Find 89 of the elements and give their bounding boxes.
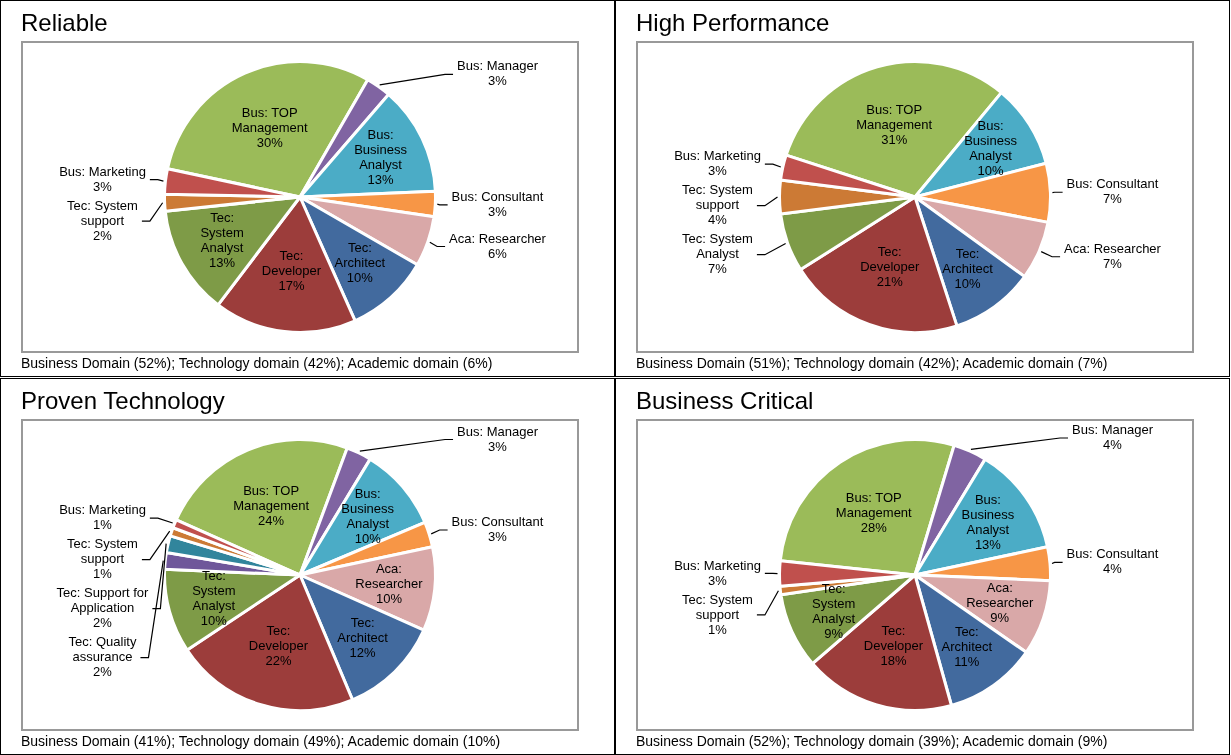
slice-label: Bus: TOP Management: [231, 105, 309, 136]
data-label: 3%: [488, 529, 508, 545]
data-label: 9%: [990, 610, 1010, 626]
data-label: 13%: [367, 172, 394, 188]
data-label: 31%: [881, 132, 908, 148]
slice-label: Bus: Consultant: [1066, 176, 1159, 192]
data-label: 30%: [256, 135, 284, 151]
slice-label: Bus: Business Analyst: [341, 485, 395, 531]
slice-label: Tec: Architect: [337, 615, 389, 646]
slice-label: Bus: Consultant: [451, 188, 544, 204]
chart-title: High Performance: [636, 9, 830, 37]
data-label: 24%: [258, 512, 285, 528]
slice-label: Bus: Manager: [1072, 422, 1154, 438]
text: Business Domain (51%); Technology domain (42%); Academic domain (7%): [636, 355, 1108, 371]
data-label: 3%: [488, 438, 508, 454]
text: Business Domain (52%); Technology domain (39%); Academic domain (9%): [636, 733, 1108, 749]
slice-label: Bus: Business Analyst: [961, 492, 1015, 538]
data-label: 3%: [708, 163, 728, 179]
data-label: 1%: [708, 621, 728, 637]
slice-label: Tec: Developer: [863, 622, 924, 653]
data-label: 10%: [200, 613, 228, 629]
data-label: 12%: [349, 645, 377, 661]
data-label: 2%: [93, 664, 113, 680]
data-label: 3%: [708, 572, 728, 588]
data-label: 10%: [954, 275, 982, 291]
data-label: 10%: [354, 530, 382, 546]
slice-label: Bus: TOP Management: [856, 102, 933, 133]
data-label: 17%: [278, 277, 305, 293]
slice-label: Tec: Developer: [248, 622, 309, 653]
slice-label: Tec: Architect: [942, 245, 994, 276]
data-label: 7%: [708, 261, 728, 277]
data-label: 13%: [974, 537, 1002, 553]
data-label: 9%: [824, 626, 844, 642]
data-label: 28%: [860, 519, 888, 535]
data-label: 4%: [1103, 437, 1123, 453]
data-label: 7%: [1103, 191, 1123, 207]
slice-label: Tec: System Analyst: [192, 568, 236, 614]
slice-label: Aca: Researcher: [355, 560, 424, 591]
data-label: 13%: [209, 254, 236, 270]
text: Business Domain (52%); Technology domain (42%); Academic domain (6%): [21, 355, 493, 371]
data-label: 21%: [876, 273, 904, 289]
slice-label: Tec: Developer: [261, 247, 322, 278]
slice-label: Tec: Architect: [334, 240, 386, 271]
data-label: 6%: [488, 245, 508, 261]
data-label: 2%: [93, 615, 113, 631]
chart-title: Proven Technology: [21, 387, 225, 415]
data-label: 2%: [93, 227, 113, 243]
data-label: 10%: [346, 270, 374, 286]
data-label: 3%: [488, 203, 508, 219]
data-label: 4%: [708, 212, 728, 228]
slice-label: Aca: Researcher: [449, 230, 547, 246]
slice-label: Tec: Developer: [860, 243, 921, 274]
slice-label: Bus: Marketing: [59, 163, 146, 179]
slice-label: Tec: Support for Application: [56, 585, 150, 616]
data-label: 3%: [488, 73, 508, 89]
slice-label: Bus: Marketing: [674, 148, 761, 164]
slice-label: Bus: Consultant: [1066, 546, 1159, 562]
slice-label: Tec: System support: [67, 197, 138, 228]
data-label: 1%: [93, 566, 113, 582]
text: Business Domain (41%); Technology domain (49%); Academic domain (10%): [21, 733, 501, 749]
data-label: 22%: [265, 652, 292, 668]
slice-label: Tec: System support: [682, 182, 753, 213]
slice-label: Aca: Researcher: [1064, 240, 1162, 256]
slice-label: Tec: System support: [682, 591, 753, 622]
slice-label: Tec: System Analyst: [682, 231, 753, 262]
data-label: 7%: [1103, 255, 1123, 271]
data-label: 10%: [977, 163, 1004, 179]
slice-label: Bus: Business Analyst: [964, 118, 1018, 164]
data-label: 3%: [93, 178, 113, 194]
slice-label: Bus: Consultant: [451, 514, 544, 530]
data-label: 1%: [93, 517, 113, 533]
data-label: 18%: [880, 652, 907, 668]
slice-label: Bus: TOP Management: [233, 482, 310, 513]
slice-label: Aca: Researcher: [966, 580, 1035, 611]
data-label: 4%: [1103, 561, 1123, 577]
slice-label: Tec: System support: [67, 536, 138, 567]
slice-label: Bus: Manager: [457, 58, 539, 74]
slice-label: Bus: TOP Management: [835, 489, 913, 520]
slice-label: Tec: System Analyst: [200, 209, 244, 255]
slice-label: Tec: Quality assurance: [68, 634, 137, 665]
slice-label: Bus: Marketing: [59, 502, 146, 518]
data-label: 10%: [375, 590, 403, 606]
slice-label: Bus: Manager: [457, 423, 539, 439]
chart-title: Reliable: [21, 9, 108, 37]
slice-label: Tec: Architect: [941, 624, 993, 655]
chart-title: Business Critical: [636, 387, 814, 415]
slice-label: Bus: Marketing: [674, 557, 761, 573]
slice-label: Bus: Business Analyst: [354, 127, 408, 173]
data-label: 11%: [954, 654, 980, 670]
